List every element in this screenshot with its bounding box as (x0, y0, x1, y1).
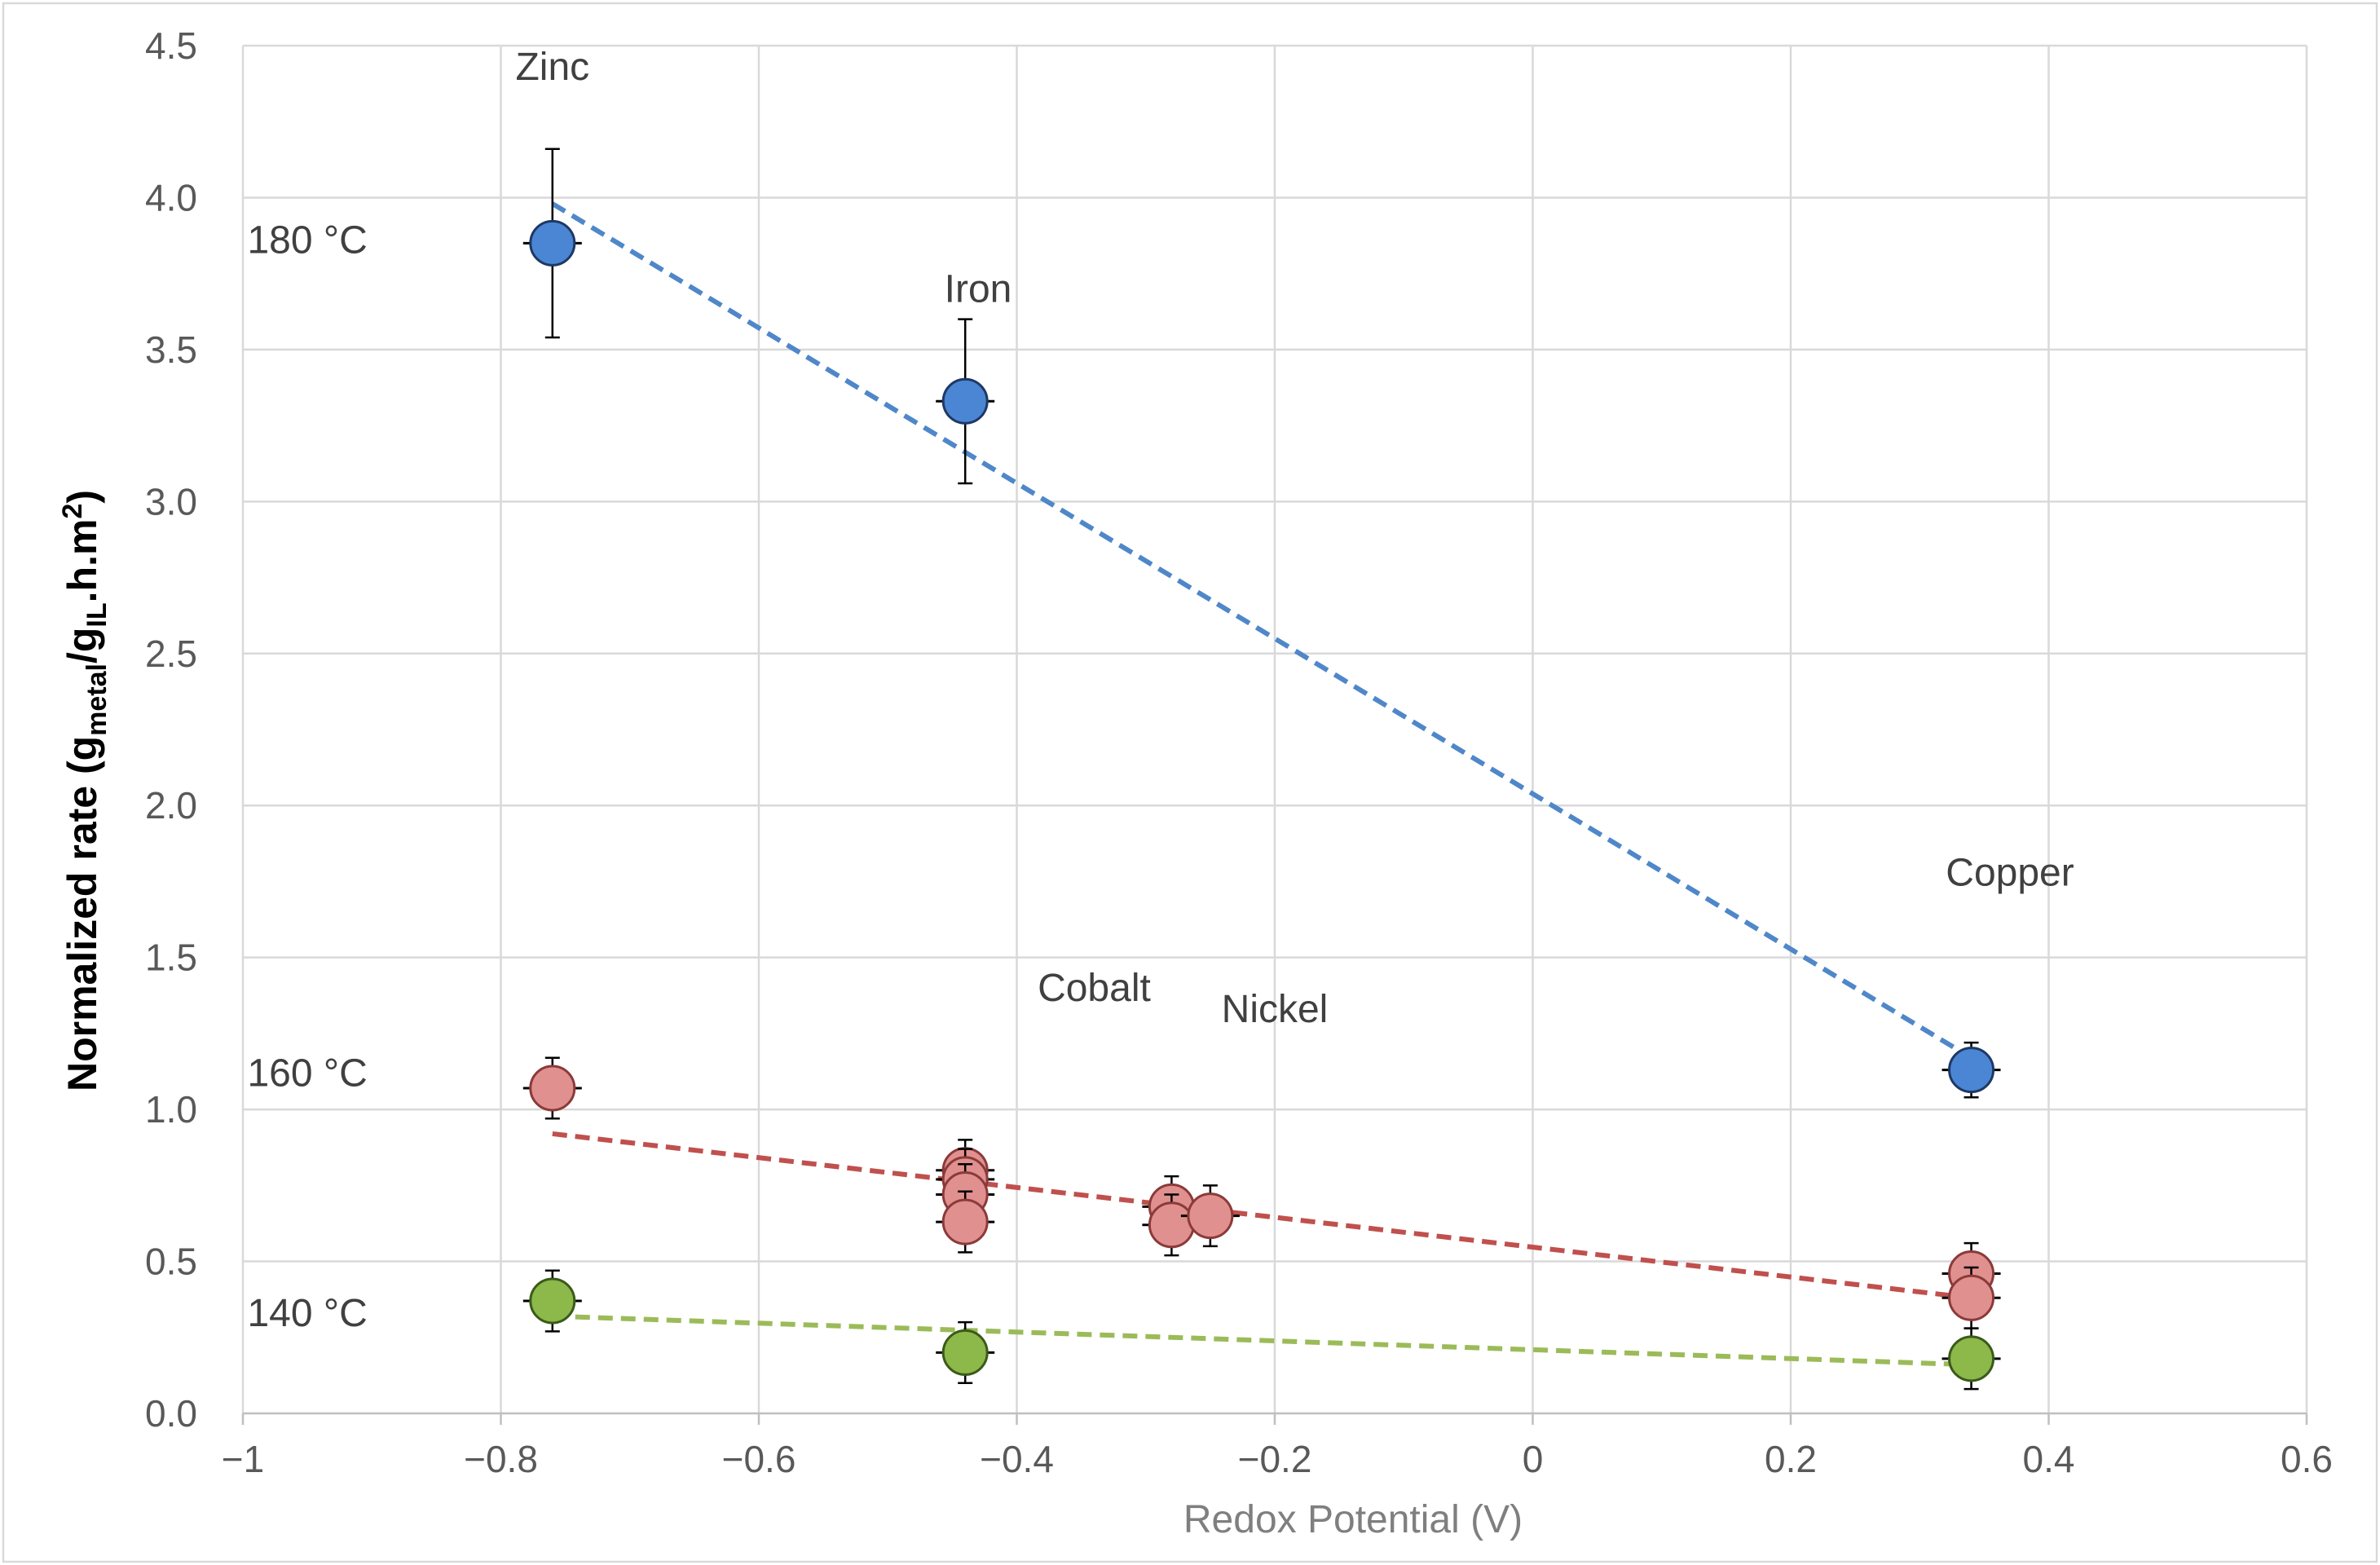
trendlines (551, 201, 1973, 1368)
y-tick-label: 3.0 (145, 480, 197, 522)
y-axis-title: Normalized rate (gmetal/gIL.h.m2) (57, 490, 112, 1091)
data-point-series-0-2 (1941, 1041, 2001, 1099)
data-point-series-2-0 (522, 1269, 582, 1333)
x-tick-label: 0.4 (2023, 1438, 2075, 1480)
annotation-t140: 140 °C (247, 1292, 367, 1335)
y-tick-label: 0.5 (145, 1241, 197, 1283)
x-tick-label: 0.2 (1765, 1438, 1817, 1480)
y-tick-label: 1.5 (145, 937, 197, 979)
y-tick-label: 3.5 (145, 328, 197, 371)
y-tick-label: 4.0 (145, 176, 197, 218)
annotation-nickel: Nickel (1222, 988, 1329, 1031)
axes (241, 1412, 2308, 1425)
tick-labels: −1 −0.8 −0.6 −0.4 −0.2 0 0.2 0.4 0.6 0.0 0.5 1.0 1.5… (145, 24, 2333, 1480)
annotations: Zinc Iron Cobalt Nickel Copper 180 °C 160 °C 14… (247, 46, 2074, 1335)
annotation-t180: 180 °C (247, 219, 367, 262)
x-tick-label: −0.2 (1238, 1438, 1312, 1480)
trendline-series-2 (552, 1313, 1972, 1368)
y-tick-label: 2.5 (145, 633, 197, 675)
marker (1948, 1047, 1995, 1094)
annotation-cobalt: Cobalt (1038, 967, 1151, 1010)
x-tick-label: 0 (1523, 1438, 1544, 1480)
annotation-iron: Iron (945, 267, 1012, 311)
data-point-series-0-0 (522, 148, 582, 339)
annotation-t160: 160 °C (247, 1051, 367, 1095)
x-tick-label: −0.6 (722, 1438, 796, 1480)
x-tick-label: 0.6 (2281, 1438, 2333, 1480)
marker (529, 1277, 576, 1325)
y-title-mid: /g (60, 628, 105, 663)
data-point-series-1-6 (1142, 1193, 1201, 1257)
y-title-sup: 2 (57, 504, 88, 519)
marker (941, 1198, 989, 1245)
y-tick-label: 4.5 (145, 24, 197, 67)
y-title-sub-metal: metal (82, 663, 112, 736)
y-title-mid2: .h.m (60, 519, 105, 603)
data-point-series-2-2 (1941, 1327, 2001, 1391)
data-point-series-1-0 (522, 1056, 582, 1120)
x-tick-label: −0.8 (464, 1438, 538, 1480)
annotation-copper: Copper (1946, 851, 2074, 894)
data-points (522, 148, 2001, 1391)
x-axis-title: Redox Potential (V) (1183, 1498, 1523, 1541)
y-title-suffix: ) (60, 490, 105, 504)
marker (1187, 1192, 1234, 1240)
annotation-zinc: Zinc (515, 46, 589, 89)
trendline-series-0 (551, 201, 1973, 1060)
y-tick-label: 0.0 (145, 1392, 197, 1435)
data-point-series-1-4 (936, 1190, 995, 1254)
y-title-prefix: Normalized rate (g (60, 736, 105, 1091)
marker (1948, 1335, 1995, 1382)
y-title-sub-il: IL (82, 602, 112, 627)
marker (529, 1065, 576, 1112)
marker (1948, 1274, 1995, 1321)
marker (941, 1329, 989, 1376)
data-point-series-2-1 (936, 1320, 995, 1384)
marker (1148, 1201, 1195, 1249)
y-tick-label: 1.0 (145, 1088, 197, 1131)
x-tick-label: −0.4 (980, 1438, 1054, 1480)
x-tick-label: −1 (222, 1438, 264, 1480)
marker (529, 219, 576, 267)
trendline-series-1 (552, 1131, 1972, 1301)
data-point-series-1-7 (1180, 1184, 1240, 1248)
y-tick-label: 2.0 (145, 784, 197, 827)
marker (941, 377, 989, 425)
data-point-series-0-1 (936, 318, 995, 485)
data-point-series-1-9 (1941, 1266, 2001, 1329)
